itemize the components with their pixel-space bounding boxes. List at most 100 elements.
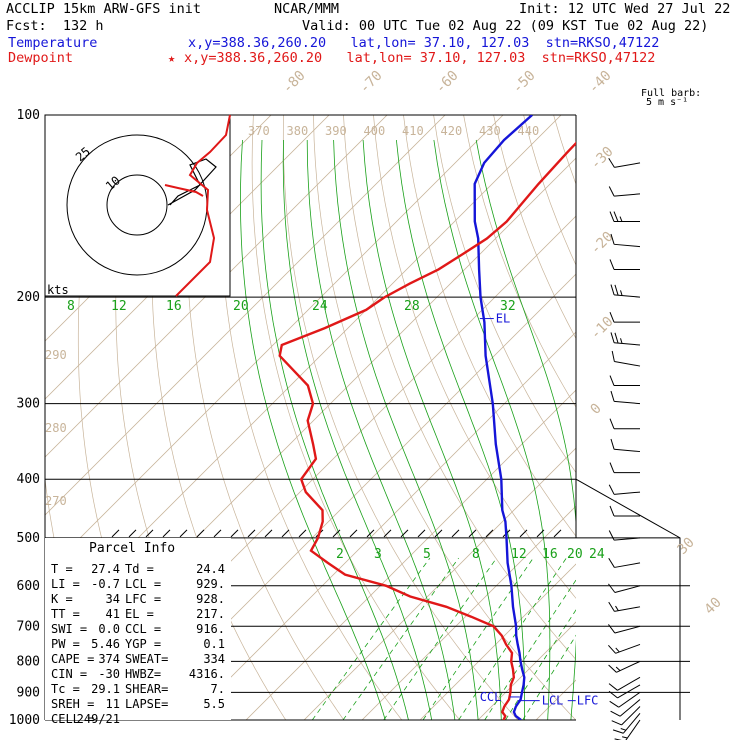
freezing-hatch (434, 529, 443, 538)
parcel-info-cell: CCL = (125, 622, 161, 636)
wind-barb (612, 713, 641, 734)
moist-adiabat (333, 139, 479, 720)
parcel-info-cell: LFC = (125, 592, 161, 606)
theta-label: 440 (518, 124, 540, 138)
isotherm-label: 0 (588, 401, 605, 418)
wind-barb-staff (617, 676, 641, 691)
pressure-axis-labels: 100 200 300 400 500 600 700 800 900 1000 (9, 108, 40, 728)
pressure-tick-label: 100 (17, 108, 40, 123)
parcel-info-cell: 5.46 (91, 637, 120, 651)
freezing-hatch (196, 529, 205, 538)
parcel-info-cell: HWBZ= (125, 667, 161, 681)
temperature-trace (473, 115, 533, 720)
freezing-hatch (213, 529, 222, 538)
isotherm-line (187, 331, 576, 720)
parcel-info-cell: 929. (196, 577, 225, 591)
freezing-hatch (400, 529, 409, 538)
parcel-info-title: Parcel Info (89, 541, 175, 556)
theta-label: 390 (325, 124, 347, 138)
wind-barb-flag (608, 186, 615, 197)
wind-barb-staff (614, 448, 641, 453)
parcel-info-cell: 217. (196, 607, 225, 621)
dry-adiabat (186, 115, 345, 720)
dry-adiabat (373, 115, 576, 599)
moist-adiabat (306, 139, 456, 720)
wind-barb-flag (609, 462, 615, 473)
isotherm-label: -60 (433, 68, 462, 97)
wind-barb-flag (612, 729, 624, 734)
wind-barb-staff (618, 691, 641, 708)
mixing-ratio-line (458, 557, 567, 720)
dewpoint-legend-label: Dewpoint (8, 50, 74, 66)
dry-adiabat (251, 115, 461, 720)
dry-adiabat (493, 115, 576, 340)
isotherm-label: 40 (702, 595, 725, 618)
dry-adiabat (282, 115, 519, 720)
dewpoint-legend-info: x,y=388.36,260.20 lat,lon= 37.10, 127.03… (184, 50, 656, 66)
wind-barb (608, 530, 641, 541)
moist-adiabat (396, 139, 525, 720)
wind-barb-staff (614, 606, 641, 612)
theta-label: 280 (45, 421, 67, 435)
parcel-info-cell: 928. (196, 592, 225, 606)
wind-barb (609, 211, 640, 223)
mixing-ratio-line (522, 634, 576, 720)
parcel-info-cell: SHEAR= (125, 682, 168, 696)
isotherm-line (419, 563, 576, 720)
wind-barb-half (615, 605, 619, 611)
parcel-level-markers: EL CCL LCL LFC (480, 312, 599, 708)
wind-barb (608, 624, 641, 634)
freezing-hatch (264, 529, 273, 538)
dry-adiabat (584, 115, 740, 733)
wind-barb-staff (614, 162, 641, 168)
hodograph-dewpoint-overlap (175, 114, 231, 297)
freezing-hatch (451, 529, 460, 538)
pressure-tick-label: 200 (17, 290, 40, 305)
header: ACCLIP 15km ARW-GFS init NCAR/MMM Init: … (0, 0, 740, 70)
wind-barb-flag (609, 311, 615, 323)
wind-barb-flag (608, 158, 615, 168)
parcel-info-cell: LCL = (125, 577, 161, 591)
barb-legend-line2: 5 m s⁻¹ (646, 97, 688, 108)
wind-barb (610, 332, 641, 346)
parcel-info-cell: Td = (125, 562, 154, 576)
wind-barb-flag (614, 332, 619, 344)
wind-barb-flag (608, 644, 616, 654)
parcel-info-cell: LI = (51, 577, 80, 591)
parcel-info-cell: 11 (106, 697, 120, 711)
isotherm-line (535, 679, 576, 720)
mixing-ratio-label: 12 (111, 299, 127, 314)
parcel-info-cell: 916. (196, 622, 225, 636)
wind-barb-staff (614, 342, 641, 346)
wind-barb (608, 660, 641, 673)
el-label: EL (496, 312, 510, 326)
isotherm-line (361, 505, 576, 720)
wind-barb-half (622, 736, 628, 739)
freezing-hatch (332, 529, 341, 538)
freezing-hatch (349, 529, 358, 538)
wind-barb-flag (611, 350, 615, 362)
theta-label: 410 (402, 124, 424, 138)
freezing-hatch (519, 529, 528, 538)
mixing-ratio-label: 32 (500, 299, 516, 314)
wind-barb (610, 390, 641, 405)
wind-barb (608, 583, 641, 593)
freezing-hatch (281, 529, 290, 538)
isotherm-label: -40 (586, 68, 615, 97)
wind-barb-flag (610, 284, 615, 296)
hodograph-frame (44, 114, 231, 297)
mixing-ratio-label: 16 (542, 547, 558, 562)
isotherm-line (45, 115, 446, 516)
wind-barb (608, 601, 641, 612)
wind-barb-flag (610, 438, 615, 450)
freezing-hatch (417, 529, 426, 538)
wind-barb (610, 233, 641, 248)
parcel-info-cell: -30 (98, 667, 120, 681)
wind-barb (608, 186, 641, 197)
parcel-info-cell: 27.4 (91, 562, 120, 576)
theta-label: 430 (479, 124, 501, 138)
freezing-hatch (179, 529, 188, 538)
dry-adiabat (734, 115, 740, 733)
wind-barb-half (620, 338, 623, 344)
